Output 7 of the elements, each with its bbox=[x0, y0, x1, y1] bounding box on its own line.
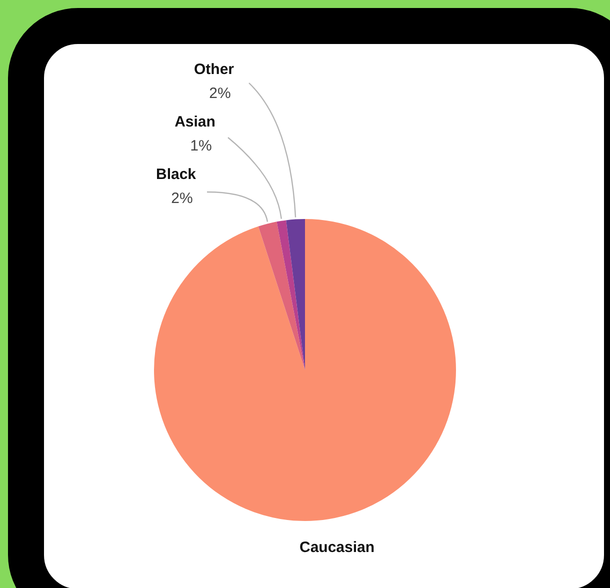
data-label: 1% bbox=[190, 138, 212, 155]
slice-label: Black bbox=[156, 166, 197, 184]
slice-label: Caucasian bbox=[299, 539, 375, 556]
data-label: 2% bbox=[209, 85, 231, 102]
slice-label: Other bbox=[194, 61, 234, 78]
slice-label: Asian bbox=[174, 114, 216, 131]
data-label: 2% bbox=[171, 190, 193, 208]
